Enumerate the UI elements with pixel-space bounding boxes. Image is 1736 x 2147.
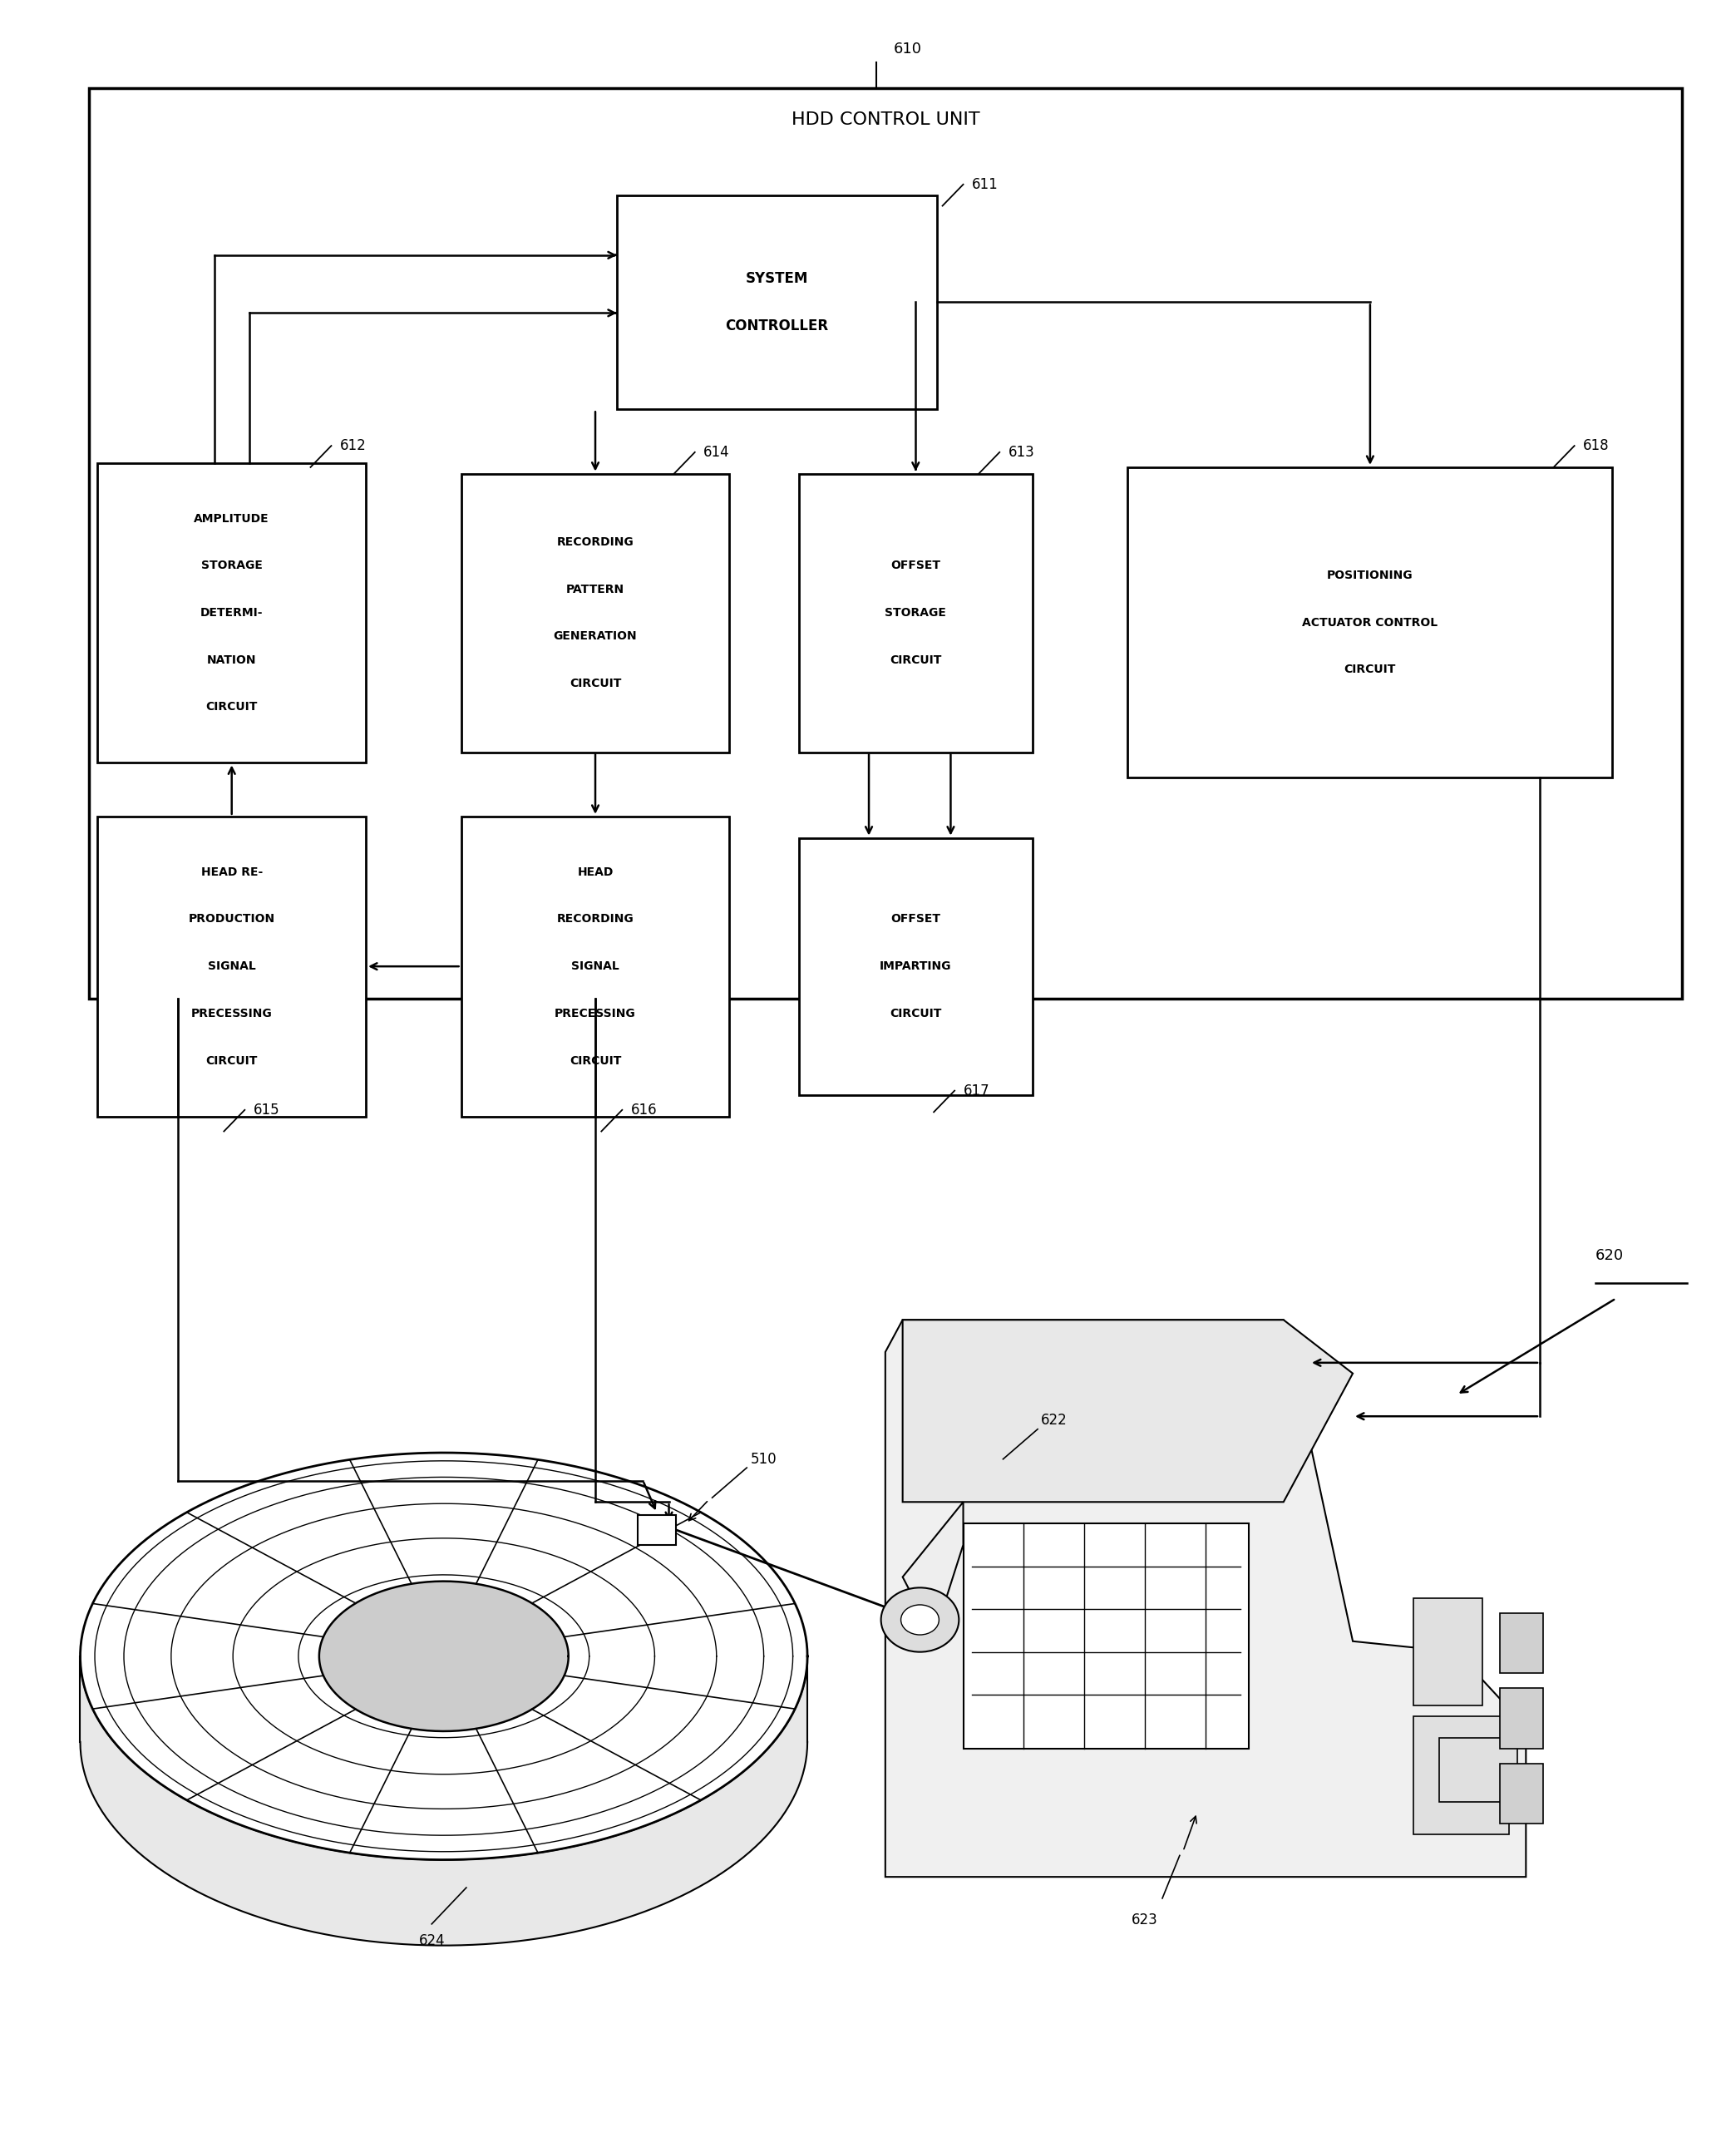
Text: 624: 624 (418, 1934, 444, 1949)
Text: 510: 510 (750, 1451, 776, 1466)
Polygon shape (903, 1503, 963, 1636)
Text: RECORDING: RECORDING (557, 537, 634, 547)
Text: AMPLITUDE: AMPLITUDE (194, 513, 269, 524)
Bar (1439, 1737, 1517, 1801)
Bar (97, 464, 366, 762)
Text: OFFSET: OFFSET (891, 560, 941, 571)
Text: PRECESSING: PRECESSING (556, 1007, 635, 1020)
Text: CONTROLLER: CONTROLLER (726, 318, 828, 333)
Text: 615: 615 (253, 1101, 279, 1116)
Text: STORAGE: STORAGE (201, 560, 262, 571)
Text: HDD CONTROL UNIT: HDD CONTROL UNIT (792, 112, 979, 129)
Bar (616, 195, 937, 410)
Text: STORAGE: STORAGE (885, 608, 946, 618)
Bar (799, 474, 1033, 751)
Polygon shape (885, 1320, 1526, 1876)
Text: CIRCUIT: CIRCUIT (889, 1007, 941, 1020)
Bar (97, 816, 366, 1116)
Polygon shape (80, 1655, 807, 1945)
Bar (1128, 468, 1613, 777)
Text: 613: 613 (1009, 444, 1035, 459)
Text: 617: 617 (963, 1082, 990, 1097)
Text: 614: 614 (703, 444, 729, 459)
Text: CIRCUIT: CIRCUIT (569, 1054, 621, 1067)
Text: CIRCUIT: CIRCUIT (569, 678, 621, 689)
Polygon shape (319, 1580, 568, 1730)
Text: 611: 611 (972, 176, 998, 191)
Bar (1500, 1688, 1543, 1748)
Text: IMPARTING: IMPARTING (880, 960, 951, 973)
Text: PRECESSING: PRECESSING (191, 1007, 273, 1020)
Bar (1413, 1715, 1509, 1834)
Text: POSITIONING: POSITIONING (1326, 569, 1413, 582)
Bar (799, 837, 1033, 1095)
Text: ACTUATOR CONTROL: ACTUATOR CONTROL (1302, 616, 1437, 629)
Text: DETERMI-: DETERMI- (200, 608, 264, 618)
Bar (637, 1516, 675, 1546)
Text: CIRCUIT: CIRCUIT (207, 1054, 257, 1067)
Ellipse shape (880, 1587, 958, 1651)
Text: SIGNAL: SIGNAL (208, 960, 255, 973)
Text: GENERATION: GENERATION (554, 631, 637, 642)
Bar (89, 88, 1682, 998)
Text: CIRCUIT: CIRCUIT (889, 655, 941, 666)
Text: 612: 612 (340, 438, 366, 453)
Bar (1500, 1612, 1543, 1673)
Polygon shape (963, 1524, 1248, 1748)
Bar (462, 474, 729, 751)
Text: HEAD: HEAD (578, 865, 613, 878)
Text: HEAD RE-: HEAD RE- (201, 865, 262, 878)
Text: OFFSET: OFFSET (891, 912, 941, 925)
Text: 618: 618 (1583, 438, 1609, 453)
Text: 620: 620 (1595, 1247, 1623, 1262)
Bar (1500, 1763, 1543, 1823)
Text: 622: 622 (1042, 1413, 1068, 1428)
Text: CIRCUIT: CIRCUIT (1344, 663, 1396, 676)
Text: CIRCUIT: CIRCUIT (207, 702, 257, 713)
Bar (1413, 1597, 1483, 1705)
Text: RECORDING: RECORDING (557, 912, 634, 925)
Polygon shape (80, 1454, 807, 1859)
Text: 623: 623 (1132, 1913, 1158, 1928)
Text: NATION: NATION (207, 655, 257, 666)
Text: PRODUCTION: PRODUCTION (189, 912, 274, 925)
Text: SYSTEM: SYSTEM (746, 271, 809, 286)
Text: PATTERN: PATTERN (566, 584, 625, 595)
Text: 610: 610 (894, 43, 922, 58)
Text: SIGNAL: SIGNAL (571, 960, 620, 973)
Bar (462, 816, 729, 1116)
Polygon shape (903, 1320, 1352, 1503)
Ellipse shape (901, 1604, 939, 1634)
Text: 616: 616 (630, 1101, 658, 1116)
